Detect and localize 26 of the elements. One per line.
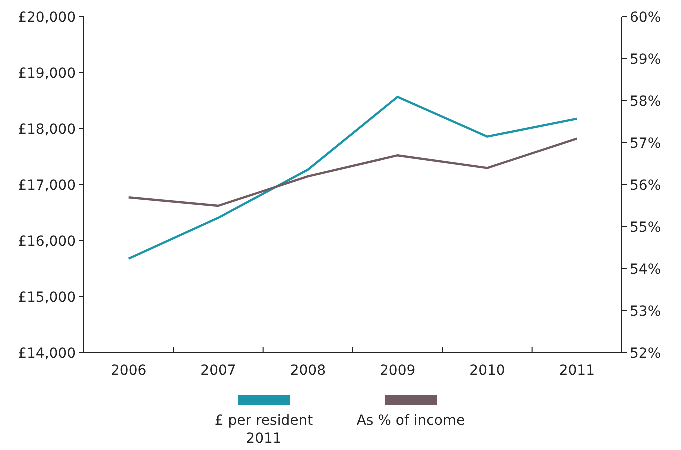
line-series [128,138,578,208]
y-tick-label: £19,000 [18,66,76,82]
line-series [128,96,578,260]
legend-label: As % of income [356,413,466,429]
y-tick-label: £16,000 [18,234,76,250]
y-tick-label: £17,000 [18,178,76,194]
x-tick-label: 2010 [470,363,506,379]
y-tick-label: £14,000 [18,346,76,362]
y2-tick-label: 55% [630,220,662,236]
y2-tick-label: 54% [630,262,662,278]
y2-tick-label: 60% [630,10,662,26]
y-tick-label: £15,000 [18,290,76,306]
legend-label: £ per resident 2011 [214,413,314,447]
y2-tick-label: 57% [630,136,662,152]
x-tick-label: 2011 [559,363,595,379]
y2-tick-label: 56% [630,178,662,194]
y2-tick-label: 59% [630,52,662,68]
x-tick-label: 2006 [111,363,147,379]
y2-tick-label: 53% [630,304,662,320]
x-tick-label: 2009 [380,363,416,379]
x-tick-label: 2007 [200,363,236,379]
x-tick-label: 2008 [290,363,326,379]
y-tick-label: £18,000 [18,122,76,138]
y2-tick-label: 52% [630,346,662,362]
y-tick-label: £20,000 [18,10,76,26]
y2-tick-label: 58% [630,94,662,110]
